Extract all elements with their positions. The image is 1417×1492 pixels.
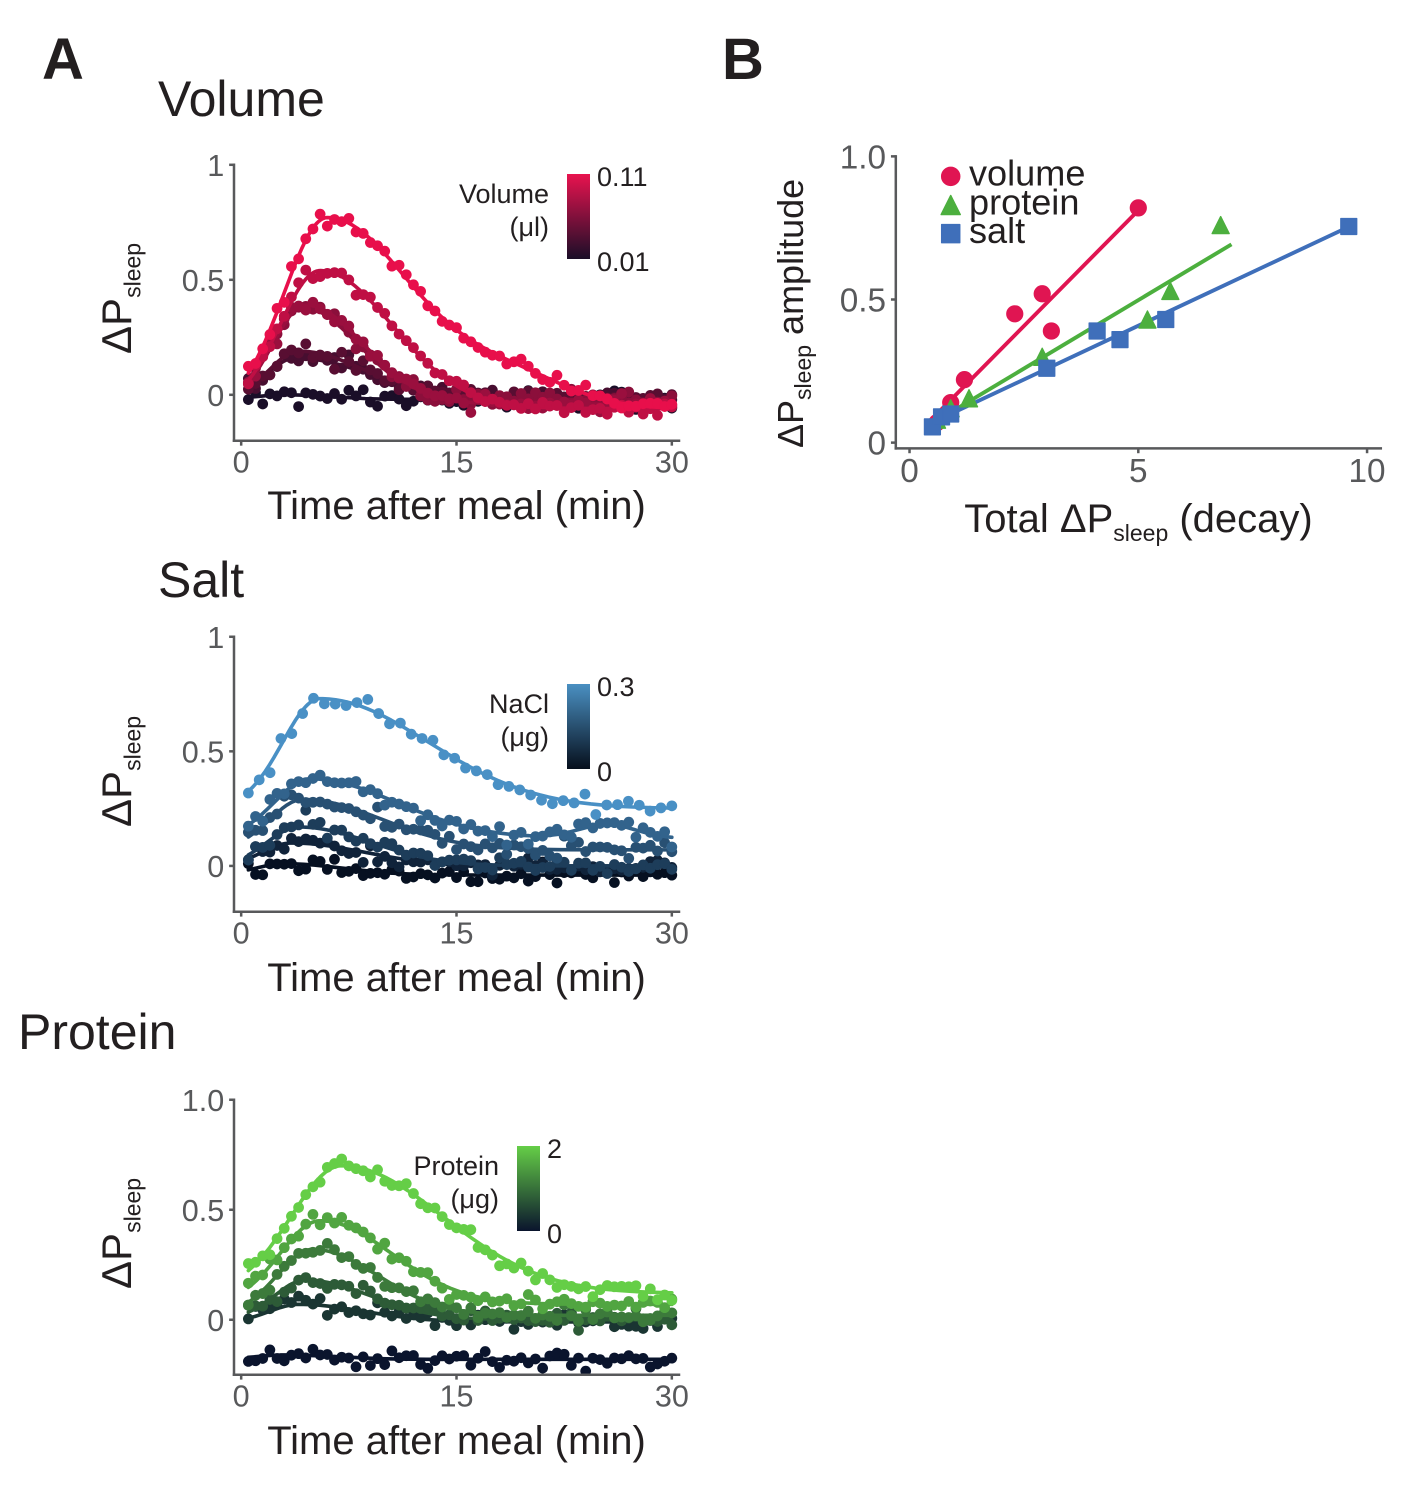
svg-text:30: 30 [655,917,689,951]
svg-text:0: 0 [207,379,224,413]
svg-text:30: 30 [655,1380,689,1414]
svg-text:0: 0 [900,453,919,490]
svg-text:0: 0 [233,446,250,480]
svg-text:5: 5 [1129,453,1148,490]
svg-text:0.5: 0.5 [182,736,224,770]
svg-text:10: 10 [1349,453,1386,490]
svg-text:1: 1 [207,151,224,183]
svg-text:15: 15 [440,917,474,951]
svg-text:15: 15 [440,446,474,480]
svg-text:0: 0 [868,425,887,462]
svg-text:1.0: 1.0 [840,141,886,176]
svg-text:0.5: 0.5 [840,282,886,319]
svg-text:0: 0 [207,1304,224,1338]
svg-text:0: 0 [233,1380,250,1414]
svg-text:salt: salt [969,210,1025,251]
svg-text:0.5: 0.5 [182,264,224,298]
svg-text:30: 30 [655,446,689,480]
svg-text:0: 0 [233,917,250,951]
svg-text:0: 0 [207,850,224,884]
svg-text:1: 1 [207,623,224,655]
svg-text:15: 15 [440,1380,474,1414]
svg-text:1.0: 1.0 [182,1086,224,1118]
svg-text:0.5: 0.5 [182,1194,224,1228]
